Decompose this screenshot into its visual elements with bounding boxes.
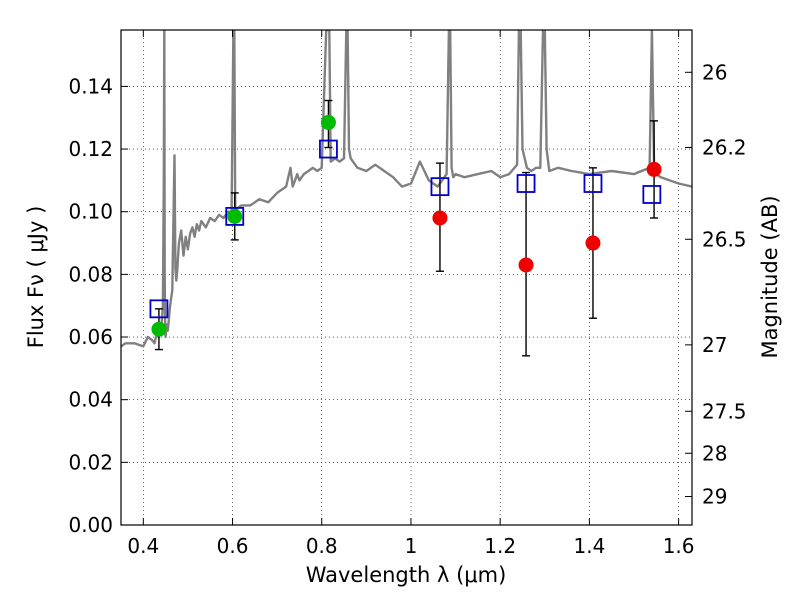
- model-photometry-square: [583, 174, 603, 193]
- x-tick-label: 0.4: [127, 534, 159, 558]
- y-axis-label: Flux Fν ( μJy ): [24, 206, 48, 349]
- observed-detection-point: [151, 321, 167, 337]
- grid: [121, 30, 692, 526]
- model-photometry-square: [516, 174, 536, 193]
- observed-point: [646, 161, 662, 177]
- plot-frame: [120, 29, 693, 526]
- observed-detection-point: [227, 208, 243, 224]
- y2-tick-label: 26.5: [702, 227, 747, 251]
- x-tick-label: 1.6: [663, 534, 695, 558]
- y-tick-label: 0.02: [68, 450, 113, 474]
- y-tick-label: 0.08: [68, 262, 113, 286]
- model-photometry-square: [225, 207, 245, 226]
- y-tick-label: 0.10: [68, 200, 113, 224]
- marker-layer: [149, 99, 662, 357]
- model-photometry-square: [430, 177, 450, 197]
- y2-tick-label: 28: [702, 441, 727, 465]
- y-tick-label: 0.14: [68, 74, 113, 98]
- observed-point: [432, 210, 448, 226]
- observed-point: [518, 257, 534, 273]
- y2-axis-label: Magnitude (AB): [758, 195, 782, 358]
- y2-tick-label: 26.2: [702, 135, 747, 159]
- x-tick-label: 1.4: [573, 534, 605, 558]
- x-tick-label: 0.8: [306, 534, 338, 558]
- y2-tick-label: 29: [702, 484, 727, 508]
- x-tick-label: 1: [405, 534, 418, 558]
- y-tick-label: 0.04: [68, 388, 113, 412]
- model-spectrum-line: [121, 30, 692, 348]
- x-tick-label: 1.2: [484, 534, 516, 558]
- y-tick-label: 0.12: [68, 137, 113, 161]
- y2-tick-label: 27.5: [702, 399, 747, 423]
- observed-detection-point: [320, 114, 336, 130]
- y2-tick-label: 27: [702, 333, 727, 357]
- y-tick-label: 0.00: [68, 513, 113, 537]
- x-axis-label: Wavelength λ (μm): [306, 563, 507, 587]
- model-photometry-square: [319, 139, 338, 159]
- observed-point: [585, 235, 601, 251]
- plot-background: [121, 30, 692, 525]
- y-tick-label: 0.06: [68, 325, 113, 349]
- data-layer: [121, 30, 692, 348]
- model-photometry-square: [642, 185, 662, 204]
- x-tick-label: 0.6: [217, 534, 249, 558]
- model-photometry-square: [149, 299, 169, 319]
- y2-tick-label: 26: [702, 60, 727, 84]
- ticks: 0.4 0.6 0.8 1 1.2 1.4 1.6 0.00 0.02 0.04 0.06 0.08 0…: [68, 30, 747, 558]
